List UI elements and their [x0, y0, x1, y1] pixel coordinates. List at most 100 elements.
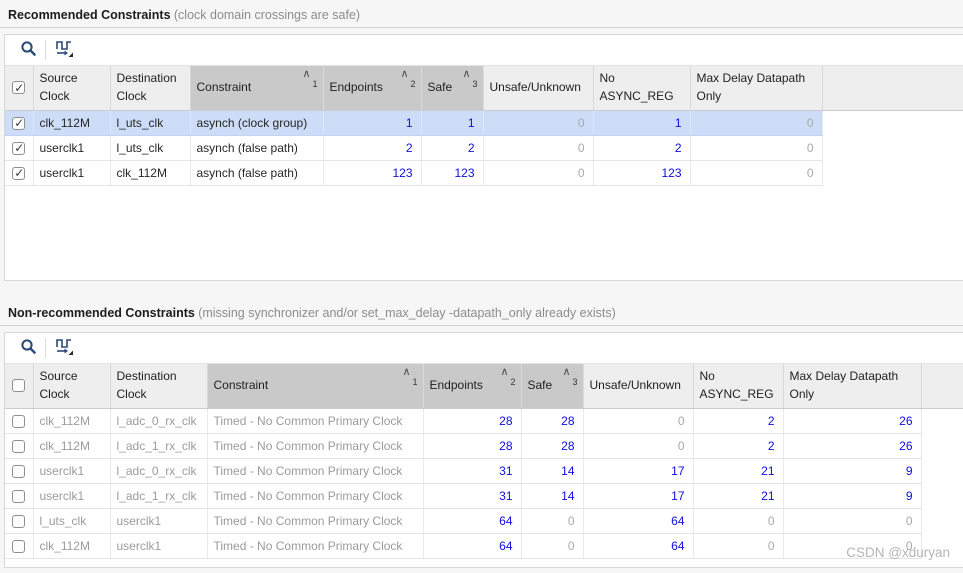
cell-destination-clock: l_uts_clk	[110, 135, 191, 161]
cell-source-clock: userclk1	[33, 458, 111, 484]
non-recommended-constraints-panel: Source Clock Destination Clock Constraint ∧…	[4, 332, 963, 568]
cell-constraint: asynch (false path)	[190, 135, 324, 161]
row-checkbox[interactable]	[12, 414, 26, 428]
clock-domains-dropdown-button[interactable]	[52, 38, 78, 62]
cell-endpoints: 31	[423, 458, 522, 484]
col-header-source-clock[interactable]: Source Clock	[33, 364, 111, 409]
cell-endpoints: 1	[323, 110, 422, 136]
cell-max-delay-datapath-only: 26	[783, 408, 922, 434]
cell-destination-clock: userclk1	[110, 533, 208, 559]
cell-source-clock: l_uts_clk	[33, 508, 111, 534]
col-header-endpoints[interactable]: Endpoints ∧ 2	[423, 364, 522, 409]
waveform-icon	[55, 39, 75, 61]
col-header-unsafe-unknown[interactable]: Unsafe/Unknown	[583, 364, 694, 409]
col-header-no-async-reg[interactable]: No ASYNC_REG	[593, 66, 691, 111]
col-header-label: Source Clock	[39, 71, 78, 103]
table-row[interactable]: clk_112M l_adc_0_rx_clk Timed - No Common …	[5, 408, 963, 434]
col-header-label: Endpoints	[329, 80, 383, 95]
col-header-destination-clock[interactable]: Destination Clock	[110, 66, 191, 111]
search-button[interactable]	[15, 38, 41, 62]
table-row[interactable]: clk_112M l_adc_1_rx_clk Timed - No Common …	[5, 433, 963, 459]
cell-destination-clock: l_adc_1_rx_clk	[110, 483, 208, 509]
table-row[interactable]: userclk1 l_adc_1_rx_clk Timed - No Common …	[5, 483, 963, 509]
cell-constraint: asynch (clock group)	[190, 110, 324, 136]
cell-constraint: Timed - No Common Primary Clock	[207, 508, 424, 534]
toolbar-divider	[45, 40, 46, 60]
row-filler	[921, 433, 963, 458]
cell-destination-clock: clk_112M	[110, 160, 191, 186]
col-header-label: Safe	[427, 80, 453, 95]
row-checkbox[interactable]	[12, 514, 26, 528]
cell-unsafe-unknown: 64	[583, 533, 694, 559]
row-checkbox-cell	[5, 160, 34, 186]
cell-endpoints: 64	[423, 533, 522, 559]
row-checkbox[interactable]	[12, 489, 26, 503]
cell-unsafe-unknown: 64	[583, 508, 694, 534]
row-filler	[921, 483, 963, 508]
table-row[interactable]: l_uts_clk userclk1 Timed - No Common Prima…	[5, 508, 963, 534]
cell-max-delay-datapath-only: 0	[690, 160, 823, 186]
cell-endpoints: 2	[323, 135, 422, 161]
row-checkbox[interactable]	[12, 166, 26, 180]
col-header-label: Constraint	[196, 80, 252, 95]
select-all-checkbox[interactable]	[12, 80, 26, 98]
cell-max-delay-datapath-only: 0	[783, 533, 922, 559]
col-header-unsafe-unknown[interactable]: Unsafe/Unknown	[483, 66, 594, 111]
table-row[interactable]: clk_112M userclk1 Timed - No Common Primar…	[5, 533, 963, 559]
cell-safe: 0	[521, 508, 584, 534]
col-header-label: Max Delay Datapath Only	[696, 71, 806, 103]
col-header-constraint[interactable]: Constraint ∧ 1	[207, 364, 424, 409]
cell-constraint: Timed - No Common Primary Clock	[207, 483, 424, 509]
cell-source-clock: userclk1	[33, 483, 111, 509]
row-checkbox-cell	[5, 458, 34, 484]
row-checkbox-cell	[5, 408, 34, 434]
header-row: Source Clock Destination Clock Constraint ∧…	[5, 66, 963, 111]
row-checkbox-cell	[5, 533, 34, 559]
col-header-label: No ASYNC_REG	[699, 369, 774, 401]
col-header-label: Destination Clock	[116, 71, 177, 103]
col-header-destination-clock[interactable]: Destination Clock	[110, 364, 208, 409]
col-header-safe[interactable]: Safe ∧ 3	[421, 66, 484, 111]
sort-indicator-icon: ∧ 3	[562, 366, 578, 388]
col-header-label: Unsafe/Unknown	[589, 378, 681, 393]
row-checkbox[interactable]	[12, 116, 26, 130]
col-header-label: Endpoints	[429, 378, 483, 393]
row-filler	[921, 458, 963, 483]
row-checkbox[interactable]	[12, 464, 26, 478]
col-header-label: Constraint	[213, 378, 269, 393]
cell-destination-clock: l_adc_0_rx_clk	[110, 408, 208, 434]
cell-safe: 28	[521, 433, 584, 459]
row-checkbox[interactable]	[12, 539, 26, 553]
cell-no-async-reg: 21	[693, 483, 784, 509]
col-header-max-delay-datapath-only[interactable]: Max Delay Datapath Only	[690, 66, 823, 111]
col-header-safe[interactable]: Safe ∧ 3	[521, 364, 584, 409]
sort-indicator-icon: ∧ 2	[400, 68, 416, 90]
col-header-no-async-reg[interactable]: No ASYNC_REG	[693, 364, 784, 409]
col-header-label: Unsafe/Unknown	[489, 80, 581, 95]
header-filler	[822, 66, 963, 111]
col-header-source-clock[interactable]: Source Clock	[33, 66, 111, 111]
constraints-table: Source Clock Destination Clock Constraint ∧…	[5, 364, 963, 559]
clock-domains-dropdown-button[interactable]	[52, 336, 78, 360]
sort-indicator-icon: ∧ 3	[462, 68, 478, 90]
row-checkbox-cell	[5, 483, 34, 509]
cell-endpoints: 64	[423, 508, 522, 534]
search-button[interactable]	[15, 336, 41, 360]
cell-no-async-reg: 0	[693, 508, 784, 534]
non-recommended-constraints-section: Non-recommended Constraints (missing syn…	[0, 298, 963, 568]
select-all-checkbox[interactable]	[12, 379, 26, 393]
toolbar	[5, 333, 963, 364]
row-checkbox[interactable]	[12, 141, 26, 155]
col-header-constraint[interactable]: Constraint ∧ 1	[190, 66, 324, 111]
col-header-endpoints[interactable]: Endpoints ∧ 2	[323, 66, 422, 111]
col-header-max-delay-datapath-only[interactable]: Max Delay Datapath Only	[783, 364, 922, 409]
cell-max-delay-datapath-only: 0	[783, 508, 922, 534]
table-row[interactable]: userclk1 l_adc_0_rx_clk Timed - No Common …	[5, 458, 963, 484]
cell-endpoints: 28	[423, 433, 522, 459]
waveform-icon	[55, 337, 75, 359]
row-checkbox[interactable]	[12, 439, 26, 453]
cell-safe: 14	[521, 458, 584, 484]
